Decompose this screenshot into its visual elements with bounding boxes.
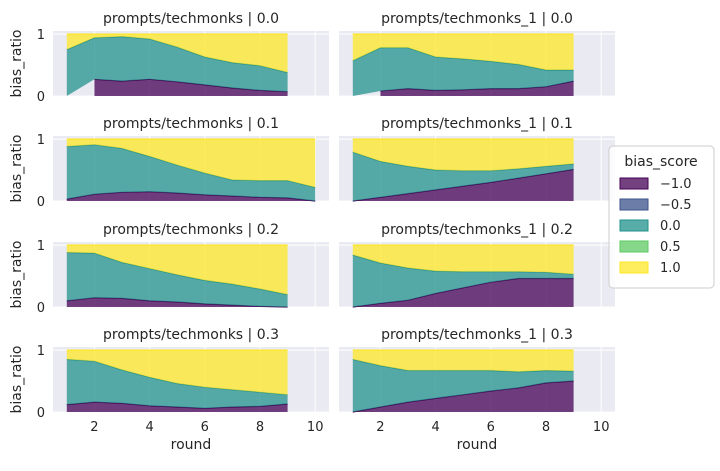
facet-panel: prompts/techmonks | 0.1 0 1 bias_ratio: [9, 116, 329, 210]
legend-swatch: [619, 177, 649, 190]
legend-entry-label: −1.0: [660, 177, 692, 192]
y-tick-label: 0: [37, 195, 45, 210]
y-axis-label: bias_ratio: [9, 135, 25, 203]
facet-panel: prompts/techmonks | 0.2 0 1 bias_ratio: [9, 222, 329, 316]
x-tick-label: 4: [431, 420, 439, 435]
y-axis-label: bias_ratio: [9, 241, 25, 309]
area-neg1: [66, 191, 316, 201]
x-tick-label: 2: [376, 420, 384, 435]
area-pos1: [66, 350, 288, 395]
area-neg1: [352, 278, 574, 307]
facet-panel: prompts/techmonks_1 | 0.3 2 4 6 8 10 round: [339, 327, 615, 453]
chart-legend: bias_score −1.0 −0.5 0.0 0.5 1.0: [608, 145, 715, 289]
panel-title: prompts/techmonks_1 | 0.2: [381, 222, 573, 238]
legend-entry-label: −0.5: [660, 198, 692, 213]
x-axis-label: round: [457, 437, 498, 453]
x-tick-label: 2: [90, 420, 98, 435]
y-tick-label: 1: [37, 28, 45, 43]
panel-title: prompts/techmonks | 0.2: [103, 222, 279, 238]
facet-panel: prompts/techmonks_1 | 0.2: [339, 222, 615, 308]
facet-panel: prompts/techmonks_1 | 0.0: [339, 11, 615, 97]
area-pos1: [352, 34, 574, 70]
y-tick-label: 0: [37, 90, 45, 105]
panel-title: prompts/techmonks | 0.3: [103, 327, 279, 343]
area-zero: [66, 36, 288, 96]
y-tick-label: 1: [37, 344, 45, 359]
legend-entry-label: 0.0: [660, 219, 681, 234]
area-neg1: [352, 381, 574, 412]
legend-title: bias_score: [624, 154, 697, 170]
legend-entry-label: 0.5: [660, 240, 681, 255]
legend-swatch: [619, 261, 649, 274]
legend-swatch: [619, 198, 649, 211]
y-axis-label: bias_ratio: [9, 346, 25, 414]
y-axis-label: bias_ratio: [9, 30, 25, 98]
legend-entry-label: 1.0: [660, 261, 681, 276]
area-pos1: [66, 34, 288, 73]
area-pos1: [352, 139, 574, 171]
panel-title: prompts/techmonks | 0.1: [103, 116, 279, 132]
x-tick-label: 10: [593, 420, 610, 435]
panel-title: prompts/techmonks | 0.0: [103, 11, 279, 27]
panel-title: prompts/techmonks_1 | 0.1: [381, 116, 573, 132]
facet-panel: prompts/techmonks_1 | 0.1: [339, 116, 615, 202]
area-neg1: [380, 81, 574, 96]
legend-swatch: [619, 219, 649, 232]
x-axis-label: round: [171, 437, 212, 453]
x-tick-label: 8: [542, 420, 550, 435]
y-tick-label: 0: [37, 406, 45, 421]
x-tick-label: 10: [307, 420, 324, 435]
area-zero: [352, 152, 574, 201]
panel-title: prompts/techmonks_1 | 0.3: [381, 327, 573, 343]
y-tick-label: 1: [37, 133, 45, 148]
area-pos1: [66, 245, 288, 295]
facet-panel: prompts/techmonks | 0.3 0 1 bias_ratio 2 4 6 8 1…: [9, 327, 329, 453]
area-zero: [66, 144, 316, 201]
y-tick-label: 1: [37, 239, 45, 254]
panel-title: prompts/techmonks_1 | 0.0: [381, 11, 573, 27]
x-tick-label: 6: [487, 420, 495, 435]
area-neg1: [94, 79, 288, 96]
area-zero: [352, 359, 574, 412]
area-pos1: [352, 245, 574, 275]
facet-panel: prompts/techmonks | 0.0 0 1 bias_ratio: [9, 11, 329, 105]
x-tick-label: 8: [256, 420, 264, 435]
x-tick-label: 6: [201, 420, 209, 435]
area-neg1: [352, 169, 574, 201]
area-zero: [66, 252, 288, 307]
area-zero: [352, 47, 574, 96]
area-pos1: [66, 139, 316, 188]
y-tick-label: 0: [37, 301, 45, 316]
x-tick-label: 4: [145, 420, 153, 435]
legend-swatch: [619, 240, 649, 253]
area-pos1: [352, 350, 574, 372]
